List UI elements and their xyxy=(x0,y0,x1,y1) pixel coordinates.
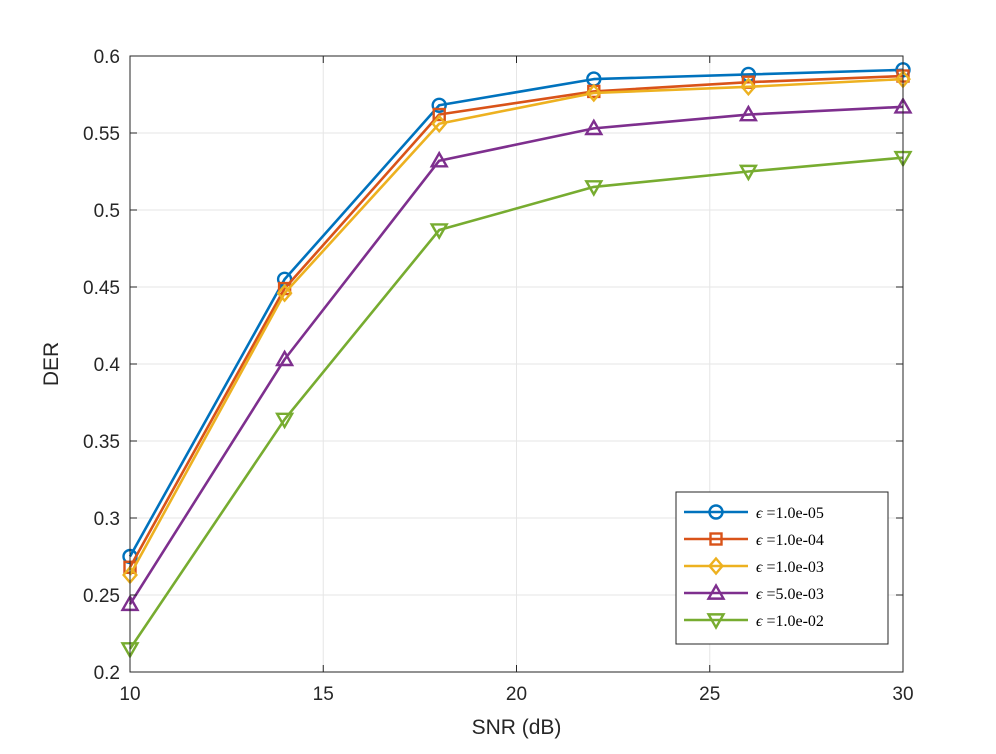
series-line xyxy=(128,156,904,650)
legend-marker xyxy=(706,583,726,600)
legend-item: ϵ =5.0e-03 xyxy=(684,583,824,603)
data-point-marker xyxy=(584,118,604,136)
y-tick-label: 0.25 xyxy=(83,586,120,607)
legend-marker xyxy=(706,613,726,630)
y-tick-label: 0.6 xyxy=(94,47,120,68)
x-tick-label: 25 xyxy=(699,684,720,705)
data-point-marker xyxy=(740,77,757,97)
legend-marker xyxy=(708,504,724,520)
data-point-marker xyxy=(432,107,446,122)
y-tick-label: 0.55 xyxy=(83,124,120,145)
legend-label: ϵ =1.0e-05 xyxy=(756,505,824,522)
y-tick-label: 0.3 xyxy=(94,509,120,530)
data-point-marker xyxy=(275,349,295,367)
legend: ϵ =1.0e-05ϵ =1.0e-04ϵ =1.0e-03ϵ =5.0e-03… xyxy=(675,491,889,645)
legend-symbol: ϵ xyxy=(756,586,763,603)
data-point-marker xyxy=(431,97,447,113)
x-tick-label: 15 xyxy=(313,684,334,705)
data-point-marker xyxy=(276,283,293,303)
x-tick-label: 10 xyxy=(119,684,140,705)
legend-item: ϵ =1.0e-05 xyxy=(684,504,824,522)
series-layer xyxy=(120,62,913,659)
y-axis-label: DER xyxy=(40,342,63,386)
y-tick-label: 0.35 xyxy=(83,432,120,453)
x-tick-label: 20 xyxy=(506,684,527,705)
data-point-marker xyxy=(738,104,758,122)
legend-value: =1.0e-04 xyxy=(762,532,823,549)
x-tick-label: 30 xyxy=(892,684,913,705)
legend-label: ϵ =1.0e-04 xyxy=(756,532,824,549)
y-tick-label: 0.4 xyxy=(94,355,121,376)
data-point-marker xyxy=(275,412,295,430)
legend-marker xyxy=(708,556,724,576)
data-point-marker xyxy=(584,180,604,197)
legend-value: =1.0e-05 xyxy=(762,505,823,522)
y-tick-label: 0.2 xyxy=(94,663,120,684)
legend-label: ϵ =1.0e-03 xyxy=(756,559,824,576)
data-point-marker xyxy=(429,223,449,240)
series-line xyxy=(128,68,904,558)
legend-symbol: ϵ xyxy=(756,532,763,549)
axes xyxy=(129,55,904,673)
x-axis-label: SNR (dB) xyxy=(472,716,562,739)
legend-item: ϵ =1.0e-04 xyxy=(684,532,824,549)
data-point-marker xyxy=(429,150,449,168)
series-line xyxy=(128,77,904,576)
legend-symbol: ϵ xyxy=(756,559,763,576)
y-tick-label: 0.5 xyxy=(94,201,120,222)
legend-value: =5.0e-03 xyxy=(762,586,823,603)
series-line xyxy=(128,74,904,568)
legend-marker xyxy=(709,532,723,546)
legend-label: ϵ =5.0e-03 xyxy=(756,586,824,603)
series-line xyxy=(128,105,904,605)
tick-labels: 10 15 20 25 30 0.2 0.25 0.3 0.35 0.4 0.45 0.5 0.55 0.… xyxy=(83,47,914,705)
legend-symbol: ϵ xyxy=(756,505,763,522)
data-point-marker xyxy=(738,164,758,182)
legend-item: ϵ =1.0e-02 xyxy=(684,613,824,630)
legend-value: =1.0e-03 xyxy=(762,559,823,576)
legend-item: ϵ =1.0e-03 xyxy=(684,556,824,576)
legend-value: =1.0e-02 xyxy=(762,613,823,630)
data-point-marker xyxy=(431,114,448,134)
y-tick-label: 0.45 xyxy=(83,278,120,299)
legend-symbol: ϵ xyxy=(756,613,763,630)
data-point-marker xyxy=(585,83,602,103)
legend-label: ϵ =1.0e-02 xyxy=(756,613,824,630)
